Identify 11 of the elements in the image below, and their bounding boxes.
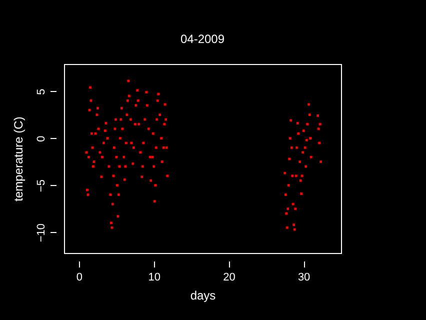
x-tick-label: 30 xyxy=(298,272,310,284)
y-tick-label: −5 xyxy=(36,180,48,192)
y-tick-label: 0 xyxy=(36,136,48,142)
x-tick-label: 10 xyxy=(148,272,160,284)
x-tick-label: 20 xyxy=(223,272,236,284)
x-axis-title: days xyxy=(190,288,216,302)
y-tick-label: −10 xyxy=(36,223,48,242)
x-tick-label: 0 xyxy=(76,272,83,284)
y-axis-title: temperature (C) xyxy=(12,116,26,202)
chart-title: 04-2009 xyxy=(180,32,225,46)
y-tick-label: 5 xyxy=(36,88,48,95)
